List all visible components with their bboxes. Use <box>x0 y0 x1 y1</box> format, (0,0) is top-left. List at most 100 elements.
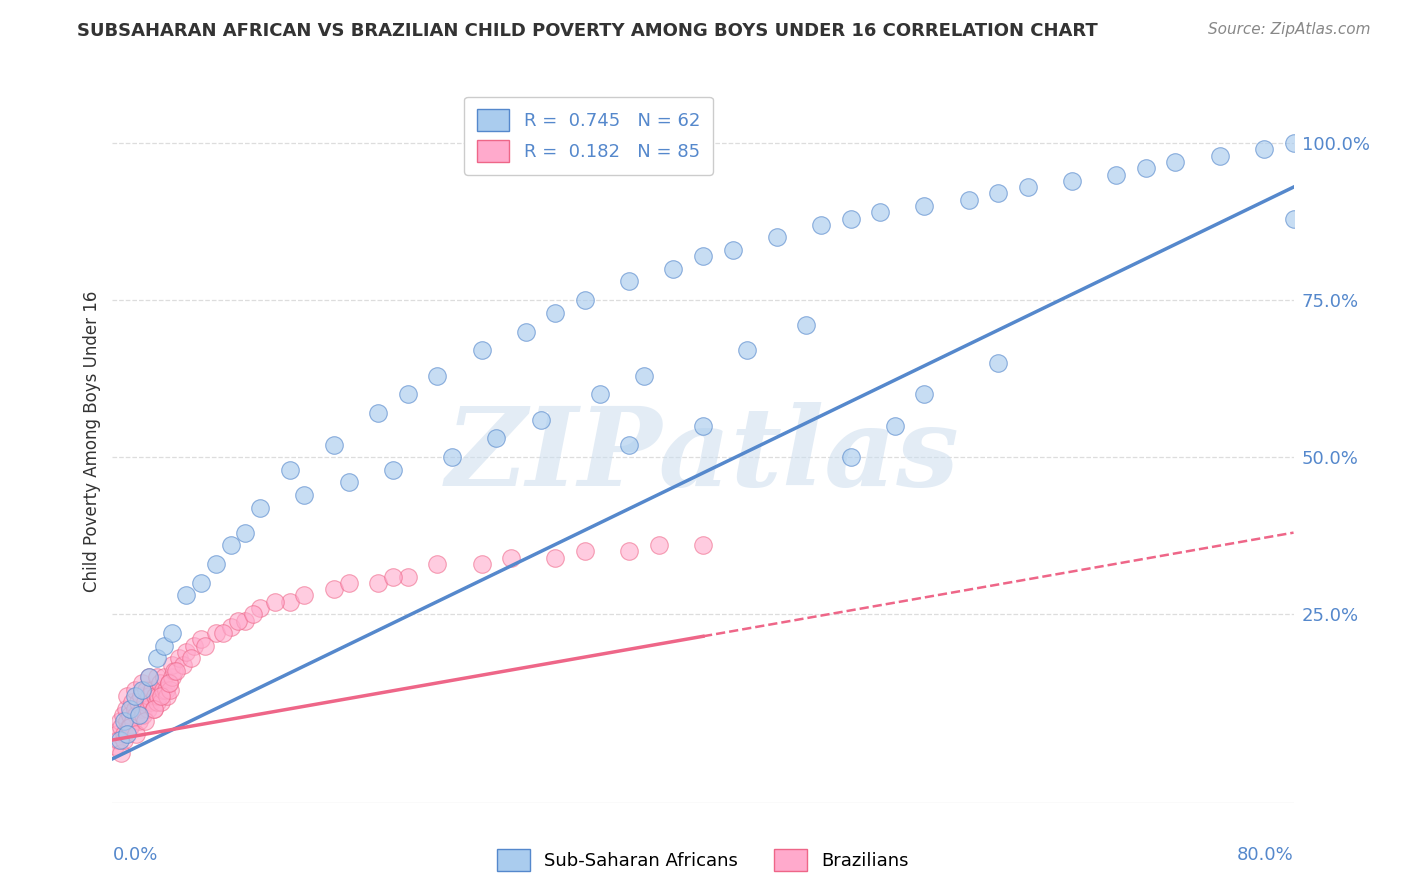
Point <box>112 714 135 728</box>
Point <box>107 733 129 747</box>
Point <box>134 695 156 709</box>
Point <box>233 525 256 540</box>
Point <box>149 676 172 690</box>
Point <box>647 538 671 552</box>
Point <box>180 651 202 665</box>
Point <box>205 626 228 640</box>
Point <box>125 707 148 722</box>
Point <box>150 689 173 703</box>
Point <box>160 670 183 684</box>
Point <box>125 727 148 741</box>
Point <box>174 589 197 603</box>
Point <box>205 557 228 571</box>
Point <box>1282 211 1305 226</box>
Text: SUBSAHARAN AFRICAN VS BRAZILIAN CHILD POVERTY AMONG BOYS UNDER 16 CORRELATION CH: SUBSAHARAN AFRICAN VS BRAZILIAN CHILD PO… <box>77 22 1098 40</box>
Point <box>382 463 405 477</box>
Point <box>212 626 235 640</box>
Point <box>138 689 160 703</box>
Point <box>574 293 596 308</box>
Point <box>323 582 346 597</box>
Point <box>337 475 360 490</box>
Point <box>121 695 143 709</box>
Point <box>131 682 153 697</box>
Point <box>155 682 177 697</box>
Point <box>470 343 494 358</box>
Point <box>153 670 176 684</box>
Point <box>323 438 346 452</box>
Point <box>153 639 176 653</box>
Point <box>146 695 169 709</box>
Point <box>869 205 891 219</box>
Point <box>159 682 181 697</box>
Point <box>810 218 832 232</box>
Point <box>124 701 146 715</box>
Point <box>662 261 685 276</box>
Point <box>367 575 389 590</box>
Point <box>160 657 183 672</box>
Point <box>766 230 789 244</box>
Point <box>839 211 862 226</box>
Point <box>120 707 142 722</box>
Point <box>396 569 419 583</box>
Point <box>136 701 159 715</box>
Point <box>157 676 180 690</box>
Point <box>105 727 128 741</box>
Point <box>249 601 271 615</box>
Point <box>114 701 136 715</box>
Point <box>470 557 494 571</box>
Point <box>278 595 301 609</box>
Point <box>172 657 194 672</box>
Point <box>485 431 508 445</box>
Point <box>143 689 166 703</box>
Point <box>142 701 165 715</box>
Point <box>160 626 183 640</box>
Point <box>426 557 449 571</box>
Point <box>124 689 146 703</box>
Point <box>104 739 127 754</box>
Point <box>226 614 249 628</box>
Point <box>278 463 301 477</box>
Point <box>544 306 567 320</box>
Y-axis label: Child Poverty Among Boys Under 16: Child Poverty Among Boys Under 16 <box>83 291 101 592</box>
Point <box>146 670 169 684</box>
Point <box>194 639 217 653</box>
Point <box>122 714 145 728</box>
Point <box>426 368 449 383</box>
Point <box>108 714 131 728</box>
Point <box>264 595 287 609</box>
Point <box>242 607 264 622</box>
Point <box>148 689 170 703</box>
Point <box>692 249 714 263</box>
Point <box>1282 136 1305 150</box>
Point <box>1017 180 1039 194</box>
Point <box>249 500 271 515</box>
Point <box>515 325 537 339</box>
Point <box>737 343 759 358</box>
Point <box>141 682 163 697</box>
Legend: Sub-Saharan Africans, Brazilians: Sub-Saharan Africans, Brazilians <box>491 842 915 879</box>
Point <box>574 544 596 558</box>
Point <box>987 356 1010 370</box>
Point <box>1208 149 1232 163</box>
Point <box>134 714 156 728</box>
Point <box>292 589 315 603</box>
Point <box>124 682 146 697</box>
Point <box>619 274 641 288</box>
Point <box>156 689 179 703</box>
Point <box>337 575 360 590</box>
Point <box>190 575 212 590</box>
Point <box>692 418 714 433</box>
Point <box>174 645 197 659</box>
Point <box>219 538 242 552</box>
Text: 0.0%: 0.0% <box>112 847 157 864</box>
Point <box>131 676 153 690</box>
Text: 80.0%: 80.0% <box>1237 847 1294 864</box>
Point <box>987 186 1010 201</box>
Point <box>139 695 162 709</box>
Point <box>167 651 190 665</box>
Point <box>721 243 744 257</box>
Point <box>117 714 138 728</box>
Point <box>118 720 141 734</box>
Point <box>128 714 150 728</box>
Point <box>110 746 132 760</box>
